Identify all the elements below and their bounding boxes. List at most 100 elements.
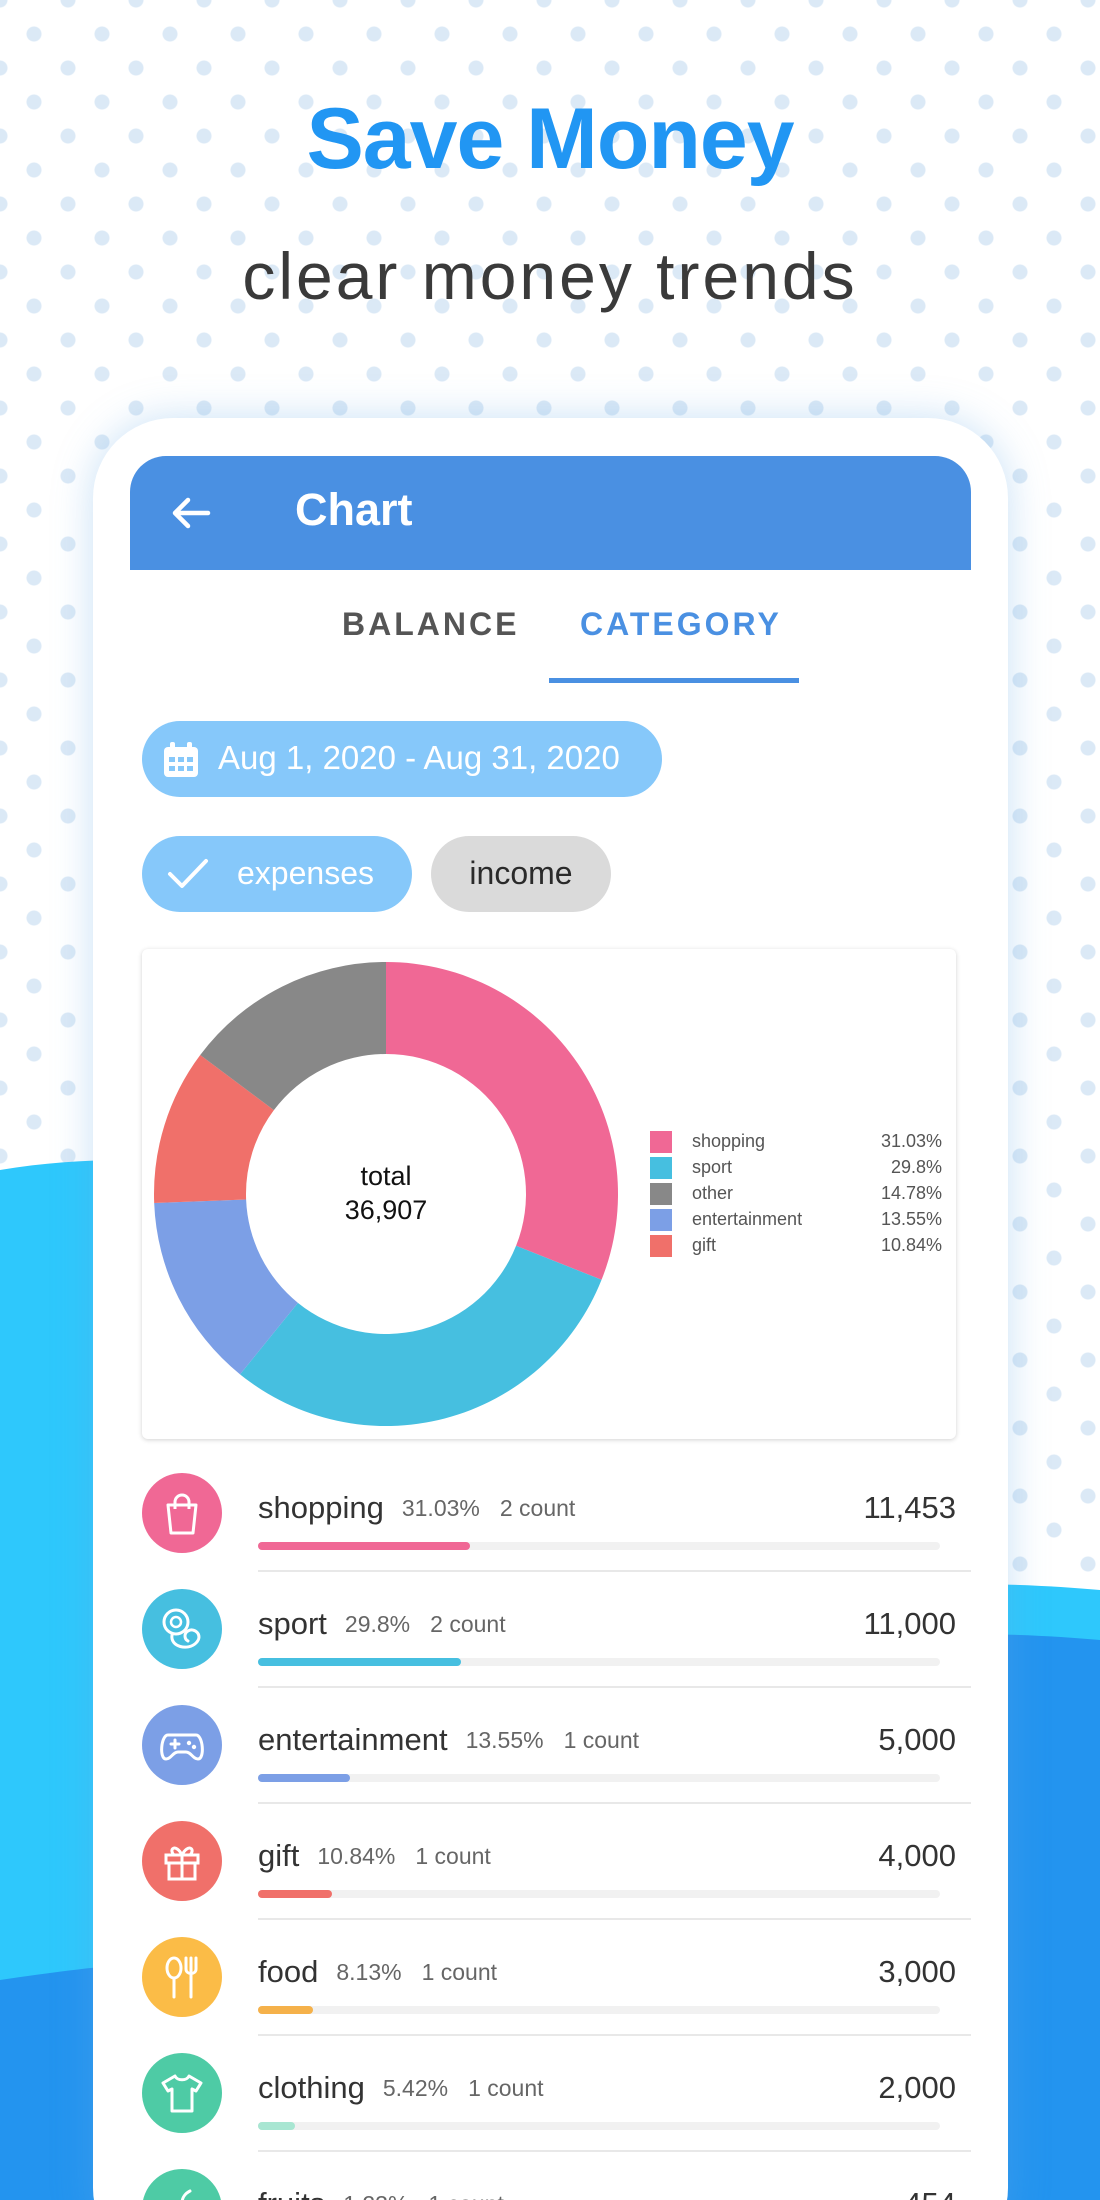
category-amount: 3,000 (878, 1954, 956, 1989)
legend-item-sport: sport 29.8% (650, 1155, 950, 1181)
legend-item-gift: gift 10.84% (650, 1233, 950, 1259)
category-name: gift (258, 1838, 300, 1873)
sport-icon (162, 1608, 201, 1649)
donut-center-value: 36,907 (345, 1195, 428, 1225)
category-progress-fill (258, 1774, 351, 1782)
legend-item-entertainment: entertainment 13.55% (650, 1207, 950, 1233)
gift-icon (164, 1846, 200, 1881)
date-range-label: Aug 1, 2020 - Aug 31, 2020 (218, 739, 620, 776)
category-progress-fill (258, 2122, 295, 2130)
legend-name: shopping (692, 1131, 766, 1151)
category-row-gift[interactable]: gift 10.84% 1 count 4,000 (130, 1804, 971, 1920)
calendar-icon (164, 742, 198, 777)
category-percent: 8.13% (336, 1959, 402, 1985)
category-count: 1 count (415, 1843, 491, 1869)
arrow-left-icon[interactable] (166, 488, 216, 538)
donut-hole (273, 1081, 499, 1307)
legend-swatch (650, 1183, 672, 1205)
category-icon-badge (142, 2053, 222, 2133)
category-row-clothing[interactable]: clothing 5.42% 1 count 2,000 (130, 2036, 971, 2152)
legend-percent: 13.55% (880, 1209, 942, 1229)
category-amount: 4,000 (878, 1838, 956, 1873)
category-progress-track (258, 1774, 940, 1782)
expenses-filter-chip[interactable]: expenses (142, 836, 412, 912)
category-row-food[interactable]: food 8.13% 1 count 3,000 (130, 1920, 971, 2036)
gamepad-icon (160, 1733, 204, 1761)
donut-slice-gift[interactable] (154, 1055, 274, 1204)
tab-balance[interactable]: BALANCE (342, 606, 520, 642)
category-progress-fill (258, 1890, 332, 1898)
legend-percent: 31.03% (880, 1131, 942, 1151)
tab-active-indicator (549, 678, 799, 683)
category-amount: 454 (904, 2186, 956, 2200)
app-screen: Chart BALANCE CATEGORY Aug 1, 2020 - Aug… (130, 456, 971, 2200)
utensils-icon (165, 1956, 198, 1999)
category-row-entertainment[interactable]: entertainment 13.55% 1 count 5,000 (130, 1688, 971, 1804)
category-name: shopping (258, 1490, 384, 1525)
chart-card: total 36,907 shopping 31.03% sport 29.8% oth… (142, 949, 956, 1439)
legend-name: gift (692, 1235, 717, 1255)
category-count: 1 count (428, 2191, 503, 2200)
category-percent: 13.55% (465, 1727, 544, 1753)
income-filter-chip[interactable]: income (431, 836, 611, 912)
category-percent: 29.8% (344, 1611, 411, 1637)
category-name: clothing (258, 2070, 365, 2105)
legend-item-other: other 14.78% (650, 1181, 950, 1207)
legend-swatch (650, 1209, 672, 1231)
legend-swatch (650, 1235, 672, 1257)
category-progress-fill (258, 2006, 314, 2014)
category-name: sport (258, 1606, 327, 1641)
category-row-fruits[interactable]: fruits 1.23% 1 count 454 (130, 2152, 971, 2200)
row-divider (258, 2150, 971, 2152)
app-bar: Chart (130, 456, 971, 570)
donut-center-label: total (360, 1161, 411, 1191)
donut-chart: total 36,907 (154, 962, 618, 1426)
category-percent: 31.03% (401, 1495, 480, 1521)
category-icon-badge (142, 1821, 222, 1901)
category-row-sport[interactable]: sport 29.8% 2 count 11,000 (130, 1572, 971, 1688)
row-divider (258, 1802, 971, 1804)
date-range-chip[interactable]: Aug 1, 2020 - Aug 31, 2020 (142, 721, 662, 797)
category-percent: 1.23% (343, 2191, 408, 2200)
legend-name: entertainment (692, 1209, 803, 1229)
donut-slice-other[interactable] (200, 962, 386, 1111)
fruit-icon (180, 2189, 192, 2200)
category-icon-badge (142, 1705, 222, 1785)
category-amount: 11,000 (863, 1606, 956, 1641)
legend-percent: 10.84% (880, 1235, 942, 1255)
expenses-label: expenses (237, 855, 374, 891)
category-row-shopping[interactable]: shopping 31.03% 2 count 11,453 (130, 1456, 971, 1572)
promo-headline: Save Money (306, 91, 794, 187)
tab-category[interactable]: CATEGORY (580, 606, 782, 642)
category-progress-fill (258, 1658, 462, 1666)
legend-swatch (650, 1157, 672, 1179)
income-label: income (469, 855, 573, 891)
category-icon-badge (142, 1937, 222, 2017)
row-divider (258, 1686, 971, 1688)
category-progress-fill (258, 1542, 470, 1550)
category-amount: 2,000 (878, 2070, 956, 2105)
category-count: 2 count (430, 1611, 506, 1637)
category-progress-track (258, 1658, 940, 1666)
page-title: Chart (295, 484, 413, 535)
chart-legend: shopping 31.03% sport 29.8% other 14.78% enter… (650, 1129, 950, 1259)
tshirt-icon (161, 2074, 203, 2113)
category-progress-track (258, 1542, 940, 1550)
legend-swatch (650, 1131, 672, 1153)
donut-slice-shopping[interactable] (386, 962, 618, 1280)
category-name: entertainment (258, 1722, 448, 1757)
donut-slice-entertainment[interactable] (154, 1199, 298, 1375)
category-amount: 5,000 (878, 1722, 956, 1757)
category-name: fruits (258, 2186, 325, 2200)
category-icon-badge (142, 2169, 222, 2200)
category-progress-track (258, 2122, 940, 2130)
category-icon-badge (142, 1589, 222, 1669)
category-list: shopping 31.03% 2 count 11,453 sport 29.8% 2 c… (130, 1456, 971, 2200)
donut-slice-sport[interactable] (240, 1245, 602, 1426)
category-count: 1 count (421, 1959, 498, 1985)
category-percent: 5.42% (382, 2075, 449, 2101)
category-progress-track (258, 1890, 940, 1898)
shopping-bag-icon (166, 1493, 198, 1535)
category-amount: 11,453 (863, 1490, 956, 1525)
row-divider (258, 1918, 971, 1920)
